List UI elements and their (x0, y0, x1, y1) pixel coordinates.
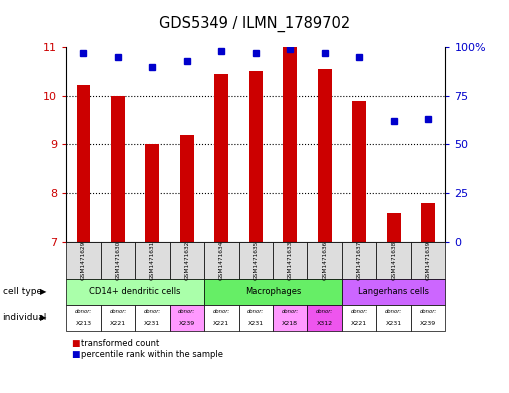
Text: ■: ■ (71, 340, 80, 348)
Text: X231: X231 (144, 321, 160, 326)
Text: cell type: cell type (3, 287, 42, 296)
Text: Langerhans cells: Langerhans cells (358, 287, 429, 296)
Text: X312: X312 (317, 321, 333, 326)
Text: GSM1471630: GSM1471630 (116, 241, 121, 280)
Text: GSM1471638: GSM1471638 (391, 241, 396, 280)
Text: X231: X231 (386, 321, 402, 326)
Text: donor:: donor: (247, 309, 264, 314)
Text: donor:: donor: (144, 309, 161, 314)
Text: transformed count: transformed count (81, 340, 160, 348)
Bar (318, 69, 332, 242)
Text: ▶: ▶ (40, 287, 46, 296)
Text: donor:: donor: (75, 309, 92, 314)
Text: GDS5349 / ILMN_1789702: GDS5349 / ILMN_1789702 (159, 16, 350, 32)
Text: X218: X218 (282, 321, 298, 326)
Text: GSM1471632: GSM1471632 (184, 241, 189, 280)
Text: X221: X221 (110, 321, 126, 326)
Text: GSM1471635: GSM1471635 (253, 241, 258, 280)
Text: GSM1471639: GSM1471639 (426, 241, 431, 280)
Bar (352, 101, 366, 242)
Text: X231: X231 (248, 321, 264, 326)
Bar (76, 84, 90, 242)
Bar (284, 47, 297, 242)
Text: donor:: donor: (178, 309, 195, 314)
Bar (180, 135, 194, 242)
Text: X239: X239 (420, 321, 436, 326)
Bar (214, 74, 228, 242)
Text: X221: X221 (213, 321, 230, 326)
Text: GSM1471629: GSM1471629 (81, 241, 86, 280)
Text: donor:: donor: (316, 309, 333, 314)
Text: donor:: donor: (419, 309, 437, 314)
Text: donor:: donor: (109, 309, 126, 314)
Text: CD14+ dendritic cells: CD14+ dendritic cells (90, 287, 181, 296)
Text: X239: X239 (179, 321, 195, 326)
Text: X221: X221 (351, 321, 367, 326)
Text: GSM1471633: GSM1471633 (288, 241, 293, 280)
Text: GSM1471637: GSM1471637 (357, 241, 362, 280)
Bar (146, 144, 159, 242)
Text: GSM1471631: GSM1471631 (150, 241, 155, 280)
Text: donor:: donor: (351, 309, 368, 314)
Text: percentile rank within the sample: percentile rank within the sample (81, 351, 223, 359)
Bar (111, 96, 125, 242)
Bar (249, 72, 263, 242)
Text: ■: ■ (71, 351, 80, 359)
Text: Macrophages: Macrophages (245, 287, 301, 296)
Text: donor:: donor: (385, 309, 402, 314)
Text: ▶: ▶ (40, 314, 46, 322)
Text: GSM1471634: GSM1471634 (219, 241, 224, 280)
Bar (421, 203, 435, 242)
Text: individual: individual (3, 314, 47, 322)
Text: GSM1471636: GSM1471636 (322, 241, 327, 280)
Text: X213: X213 (75, 321, 92, 326)
Text: donor:: donor: (281, 309, 299, 314)
Text: donor:: donor: (213, 309, 230, 314)
Bar (387, 213, 401, 242)
